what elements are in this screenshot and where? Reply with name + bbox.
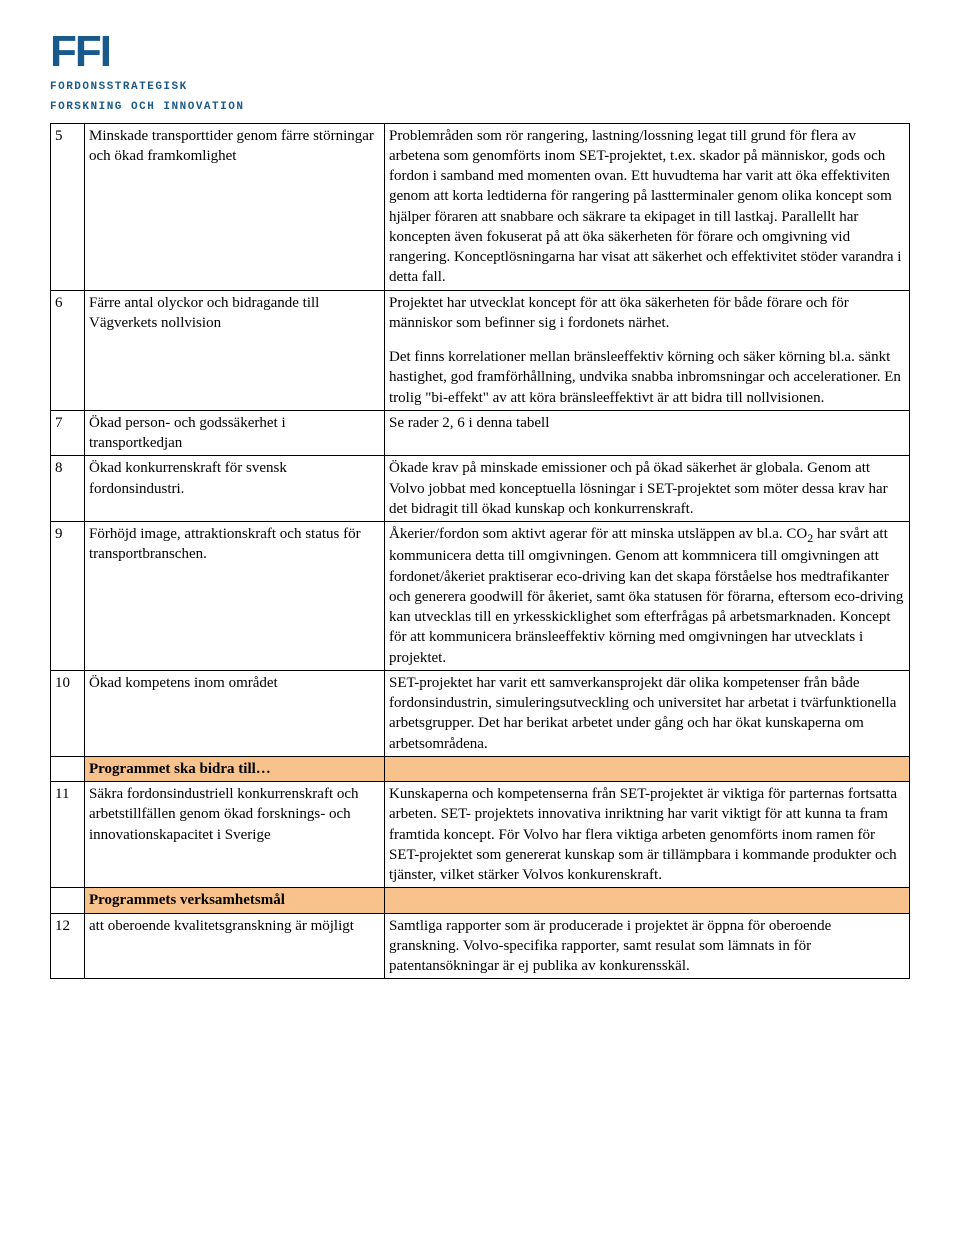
table-row: 7 Ökad person- och godssäkerhet i transp… — [51, 410, 910, 456]
row-number-empty — [51, 888, 85, 913]
row-number: 5 — [51, 123, 85, 290]
row-left: Färre antal olyckor och bidragande till … — [85, 290, 385, 410]
table-row: 12 att oberoende kvalitetsgranskning är … — [51, 913, 910, 979]
row-left: Förhöjd image, attraktionskraft och stat… — [85, 522, 385, 671]
row-right: Kunskaperna och kompetenserna från SET-p… — [385, 782, 910, 888]
row-left: Ökad konkurrenskraft för svensk fordonsi… — [85, 456, 385, 522]
table-row: 9 Förhöjd image, attraktionskraft och st… — [51, 522, 910, 671]
row-number-empty — [51, 756, 85, 781]
section-header-right — [385, 888, 910, 913]
section-header-row: Programmets verksamhetsmål — [51, 888, 910, 913]
row-left: att oberoende kvalitetsgranskning är möj… — [85, 913, 385, 979]
table-row: 10 Ökad kompetens inom området SET-proje… — [51, 670, 910, 756]
row-left: Säkra fordonsindustriell konkurrenskraft… — [85, 782, 385, 888]
logo-title: FFI — [50, 30, 910, 74]
table-row: 6 Färre antal olyckor och bidragande til… — [51, 290, 910, 410]
logo-subtitle-2: Forskning och Innovation — [50, 100, 910, 114]
row-right: Åkerier/fordon som aktivt agerar för att… — [385, 522, 910, 671]
row-left: Ökad person- och godssäkerhet i transpor… — [85, 410, 385, 456]
row-number: 7 — [51, 410, 85, 456]
logo-block: FFI Fordonsstrategisk Forskning och Inno… — [50, 30, 910, 115]
row-number: 9 — [51, 522, 85, 671]
row-number: 10 — [51, 670, 85, 756]
row-number: 11 — [51, 782, 85, 888]
text-post: har svårt att kommunicera detta till omg… — [389, 526, 903, 665]
row-number: 8 — [51, 456, 85, 522]
paragraph: Det finns korrelationer mellan bränsleef… — [389, 347, 905, 408]
section-header-row: Programmet ska bidra till… — [51, 756, 910, 781]
row-right: Ökade krav på minskade emissioner och på… — [385, 456, 910, 522]
row-number: 12 — [51, 913, 85, 979]
row-right: Projektet har utvecklat koncept för att … — [385, 290, 910, 410]
row-left: Ökad kompetens inom området — [85, 670, 385, 756]
paragraph: Projektet har utvecklat koncept för att … — [389, 293, 905, 334]
content-table: 5 Minskade transporttider genom färre st… — [50, 123, 910, 980]
text-pre: Åkerier/fordon som aktivt agerar för att… — [389, 526, 807, 542]
row-right: SET-projektet har varit ett samverkanspr… — [385, 670, 910, 756]
row-number: 6 — [51, 290, 85, 410]
row-right: Problemråden som rör rangering, lastning… — [385, 123, 910, 290]
row-left: Minskade transporttider genom färre stör… — [85, 123, 385, 290]
section-header-label: Programmet ska bidra till… — [85, 756, 385, 781]
section-header-right — [385, 756, 910, 781]
table-row: 11 Säkra fordonsindustriell konkurrenskr… — [51, 782, 910, 888]
row-right: Se rader 2, 6 i denna tabell — [385, 410, 910, 456]
row-right: Samtliga rapporter som är producerade i … — [385, 913, 910, 979]
section-header-label: Programmets verksamhetsmål — [85, 888, 385, 913]
table-row: 5 Minskade transporttider genom färre st… — [51, 123, 910, 290]
logo-subtitle-1: Fordonsstrategisk — [50, 80, 910, 94]
table-row: 8 Ökad konkurrenskraft för svensk fordon… — [51, 456, 910, 522]
